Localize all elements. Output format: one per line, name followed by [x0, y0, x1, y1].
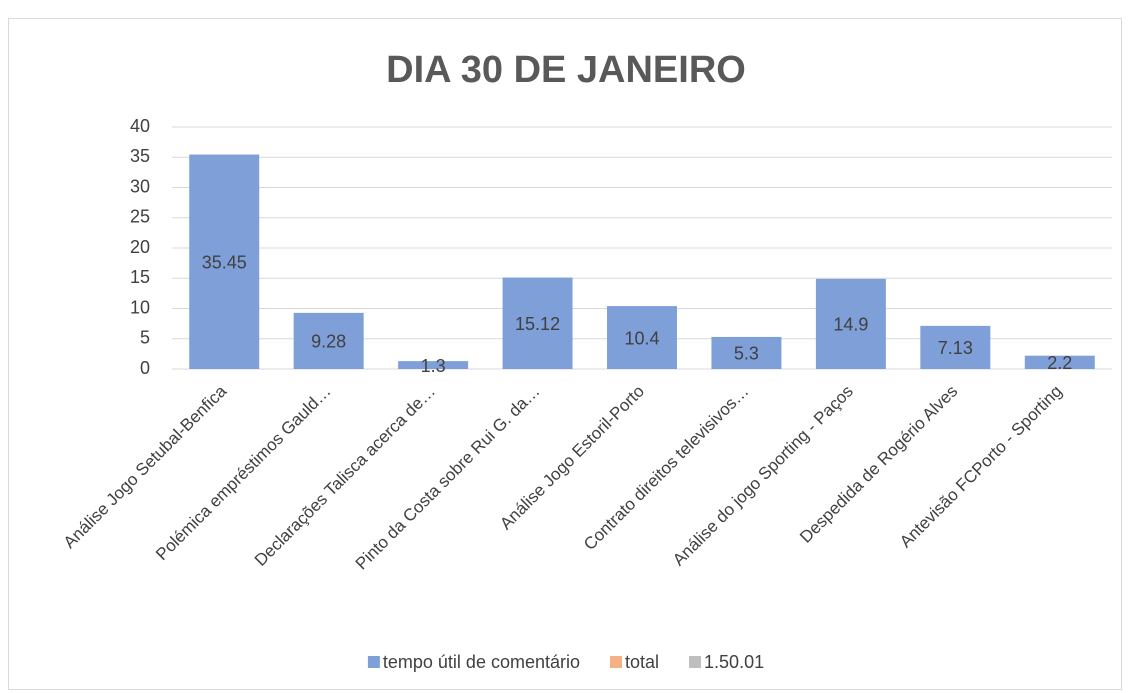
bar [1024, 355, 1095, 369]
bar [502, 277, 573, 369]
bar [607, 306, 677, 369]
y-tick-label: 15 [130, 267, 150, 287]
legend-label: total [625, 652, 659, 672]
data-label: 1.3 [421, 356, 446, 376]
y-tick-label: 20 [130, 237, 150, 257]
legend-swatch [610, 656, 623, 668]
bar [189, 154, 260, 369]
data-label: 7.13 [938, 338, 973, 358]
y-tick-label: 5 [140, 328, 150, 348]
data-label: 35.45 [202, 253, 247, 273]
legend-swatch [689, 656, 702, 668]
bar [920, 325, 991, 369]
chart-title: DIA 30 DE JANEIRO [386, 49, 746, 91]
y-tick-label: 0 [140, 358, 150, 378]
data-label: 14.9 [833, 315, 868, 335]
data-label: 15.12 [515, 314, 560, 334]
data-label: 9.28 [311, 332, 346, 352]
y-tick-label: 30 [130, 176, 150, 196]
legend-label: tempo útil de comentário [383, 652, 580, 672]
y-tick-label: 40 [130, 116, 150, 136]
y-tick-label: 10 [130, 297, 150, 317]
data-label: 2.2 [1047, 353, 1072, 373]
legend-label: 1.50.01 [704, 652, 764, 672]
bar [711, 336, 782, 369]
y-tick-label: 35 [130, 146, 150, 166]
data-label: 10.4 [624, 328, 659, 348]
y-tick-label: 25 [130, 207, 150, 227]
bar [398, 361, 469, 369]
legend-swatch [367, 656, 380, 668]
bar [293, 312, 364, 369]
bar [815, 278, 886, 369]
data-label: 5.3 [734, 344, 759, 364]
